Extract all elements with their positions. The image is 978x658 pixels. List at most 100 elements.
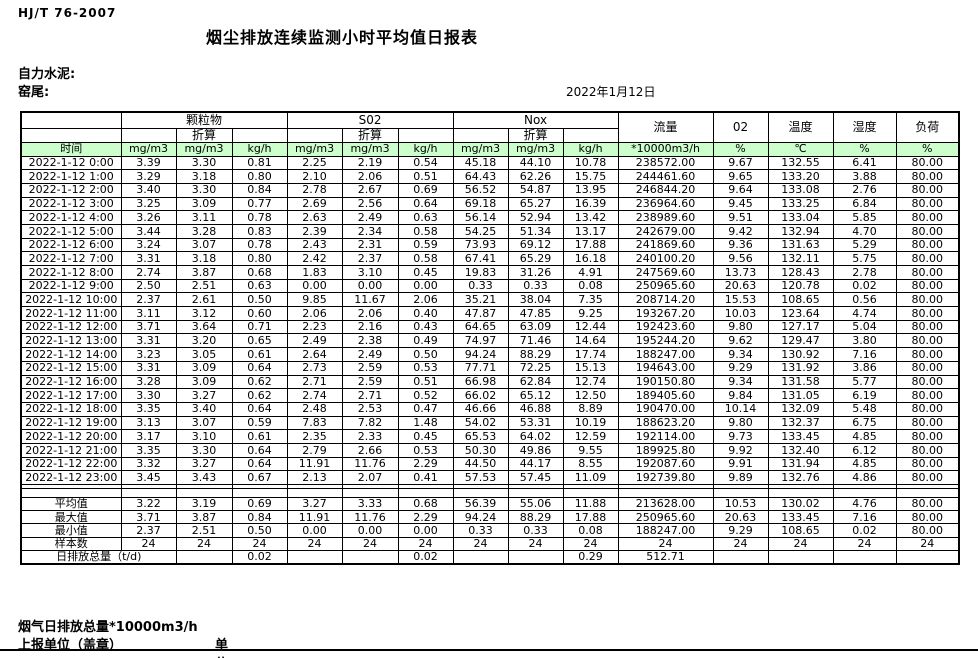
value-cell: 131.58	[767, 374, 834, 390]
time-cell: 2022-1-12 11:00	[20, 306, 122, 321]
value-cell: 250965.60	[617, 278, 714, 294]
summary-value-cell: 2.37	[120, 523, 177, 538]
value-cell: 9.34	[712, 374, 769, 390]
value-cell: 0.81	[231, 155, 288, 171]
bottom-divider	[0, 649, 978, 651]
standard-code: HJ/T 76-2007	[18, 6, 117, 20]
unit-cell: %	[895, 141, 960, 157]
unit-cell: mg/m3	[507, 141, 564, 157]
value-cell: 7.16	[832, 347, 897, 362]
value-cell: 188623.20	[617, 415, 714, 431]
daily-total-label: 日排放总量（t/d)	[20, 549, 177, 565]
time-cell: 2022-1-12 15:00	[20, 360, 122, 376]
summary-value-cell: 213628.00	[617, 496, 714, 512]
summary-value-cell: 24	[617, 536, 714, 551]
value-cell: 133.08	[767, 182, 834, 198]
summary-value-cell: 133.45	[767, 510, 834, 525]
value-cell: 1.83	[286, 265, 343, 280]
value-cell: 47.87	[452, 306, 509, 321]
value-cell: 2.07	[341, 470, 399, 485]
value-cell: 3.44	[120, 223, 177, 239]
value-cell: 0.47	[397, 401, 454, 417]
value-cell: 80.00	[895, 470, 960, 485]
value-cell: 80.00	[895, 442, 960, 458]
summary-value-cell: 24	[895, 536, 960, 551]
value-cell: 0.64	[231, 401, 288, 417]
value-cell: 13.95	[562, 182, 619, 198]
value-cell: 9.62	[712, 333, 769, 349]
value-cell: 12.59	[562, 429, 619, 444]
time-cell: 2022-1-12 4:00	[20, 210, 122, 225]
time-cell: 2022-1-12 21:00	[20, 442, 122, 458]
table-row: 2022-1-12 8:00 2.74 3.87 0.68 1.83 3.10 0.45 19…	[20, 265, 960, 280]
daily-total-value-cell	[175, 549, 233, 565]
value-cell: 238572.00	[617, 155, 714, 171]
value-cell: 0.43	[397, 319, 454, 335]
value-cell: 4.91	[562, 265, 619, 280]
header-group-row: 颗粒物 S02 Nox 流量 02 温度 湿度 负荷	[20, 111, 960, 143]
value-cell: 5.29	[832, 237, 897, 253]
value-cell: 2.71	[341, 388, 399, 403]
summary-label: 最小值	[20, 523, 122, 538]
table-row: 2022-1-12 14:00 3.23 3.05 0.61 2.64 2.49 0.50 9…	[20, 347, 960, 362]
value-cell: 2.78	[832, 265, 897, 280]
value-cell: 9.51	[712, 210, 769, 225]
value-cell: 8.89	[562, 401, 619, 417]
table-row: 2022-1-12 13:00 3.31 3.20 0.65 2.49 2.38 0.49 7…	[20, 333, 960, 349]
time-cell: 2022-1-12 7:00	[20, 251, 122, 266]
value-cell: 2.53	[341, 401, 399, 417]
value-cell: 11.67	[341, 292, 399, 308]
blank-cell	[895, 488, 960, 498]
value-cell: 2.49	[341, 210, 399, 225]
unit-cell: mg/m3	[452, 141, 509, 157]
value-cell: 2.06	[341, 306, 399, 321]
value-cell: 3.09	[175, 360, 233, 376]
value-cell: 9.85	[286, 292, 343, 308]
value-cell: 2.69	[286, 196, 343, 212]
value-cell: 133.04	[767, 210, 834, 225]
value-cell: 73.93	[452, 237, 509, 253]
value-cell: 0.00	[397, 278, 454, 294]
value-cell: 80.00	[895, 278, 960, 294]
blank-row	[20, 488, 960, 498]
time-cell: 2022-1-12 19:00	[20, 415, 122, 431]
summary-value-cell: 0.69	[231, 496, 288, 512]
value-cell: 46.88	[507, 401, 564, 417]
summary-value-cell: 24	[341, 536, 399, 551]
value-cell: 3.10	[175, 429, 233, 444]
value-cell: 2.73	[286, 360, 343, 376]
time-header: 时间	[20, 141, 122, 157]
summary-value-cell: 20.63	[712, 510, 769, 525]
summary-value-cell: 3.22	[120, 496, 177, 512]
value-cell: 2.42	[286, 251, 343, 266]
time-cell: 2022-1-12 18:00	[20, 401, 122, 417]
value-cell: 2.38	[341, 333, 399, 349]
value-cell: 47.85	[507, 306, 564, 321]
value-cell: 80.00	[895, 196, 960, 212]
value-cell: 80.00	[895, 415, 960, 431]
value-cell: 2.74	[286, 388, 343, 403]
value-cell: 4.85	[832, 429, 897, 444]
summary-value-cell: 80.00	[895, 496, 960, 512]
value-cell: 65.27	[507, 196, 564, 212]
value-cell: 0.50	[397, 347, 454, 362]
value-cell: 2.13	[286, 470, 343, 485]
value-cell: 2.33	[341, 429, 399, 444]
header-load: 负荷	[895, 111, 960, 143]
conversion-label-nox: 折算	[507, 127, 564, 143]
time-cell: 2022-1-12 13:00	[20, 333, 122, 349]
time-cell: 2022-1-12 8:00	[20, 265, 122, 280]
daily-total-value-cell	[767, 549, 834, 565]
value-cell: 244461.60	[617, 169, 714, 184]
value-cell: 9.84	[712, 388, 769, 403]
value-cell: 0.08	[562, 278, 619, 294]
daily-total-value-cell	[832, 549, 897, 565]
value-cell: 0.33	[507, 278, 564, 294]
value-cell: 0.59	[397, 237, 454, 253]
value-cell: 3.30	[175, 442, 233, 458]
value-cell: 2.31	[341, 237, 399, 253]
value-cell: 80.00	[895, 155, 960, 171]
value-cell: 246844.20	[617, 182, 714, 198]
conversion-label-so2: 折算	[341, 127, 399, 143]
value-cell: 9.56	[712, 251, 769, 266]
